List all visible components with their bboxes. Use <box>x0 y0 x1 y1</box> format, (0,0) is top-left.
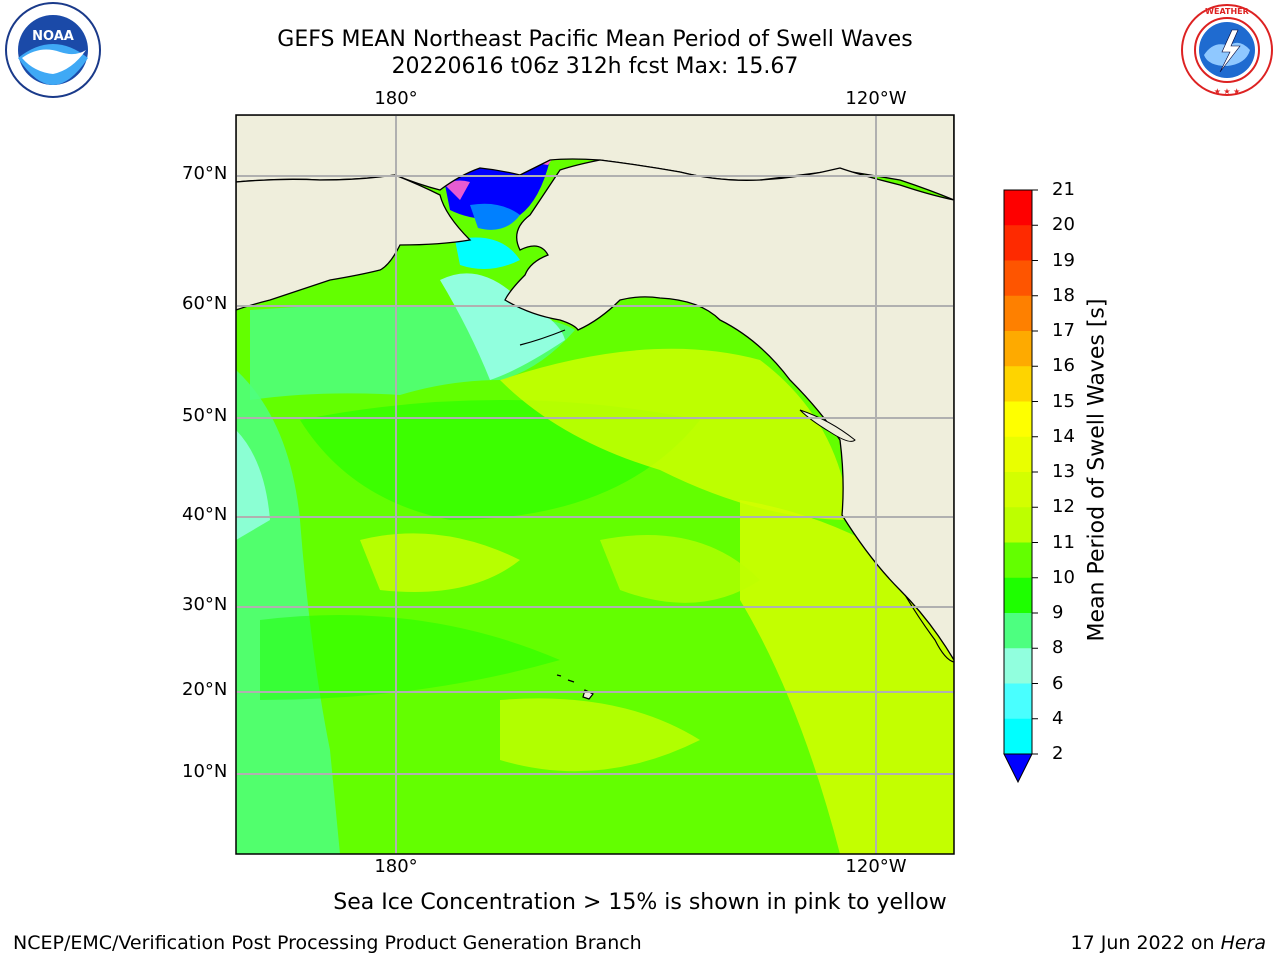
bering-swell-8s <box>440 273 565 380</box>
lon-label-top-180: 180° <box>374 88 418 109</box>
swell-zone-13s-south <box>500 698 700 772</box>
colorbar-segment <box>1004 190 1032 226</box>
colorbar-under-arrow <box>1003 753 1033 784</box>
north-america-land <box>504 115 954 662</box>
colorbar-tick-label: 20 <box>1052 214 1075 236</box>
colorbar-tick-label: 17 <box>1052 320 1075 341</box>
graticule <box>236 115 954 854</box>
colorbar-tick-label: 9 <box>1052 602 1064 623</box>
swell-zone-13s-mid <box>360 533 520 592</box>
baja-coast <box>904 594 954 663</box>
strait-swell-4s <box>455 237 520 269</box>
svg-text:★ ★ ★: ★ ★ ★ <box>1214 87 1241 96</box>
colorbar-tick-label: 2 <box>1052 743 1064 764</box>
colorbar-segment <box>1004 295 1032 332</box>
colorbar-segment <box>1004 401 1032 438</box>
colorbar-tick-label: 13 <box>1052 461 1075 482</box>
lat-label-40n: 40°N <box>182 504 228 525</box>
footer-host: Hera <box>1220 932 1266 954</box>
colorbar-tick-label: 4 <box>1052 707 1064 729</box>
noaa-logo: NOAA <box>5 2 101 98</box>
sea-ice-note: Sea Ice Concentration > 15% is shown in … <box>333 890 947 915</box>
colorbar <box>1003 189 1038 784</box>
chart-title: GEFS MEAN Northeast Pacific Mean Period … <box>277 27 913 52</box>
svg-text:WEATHER: WEATHER <box>1205 7 1249 16</box>
colorbar-segment <box>1004 718 1032 755</box>
colorbar-tick-label: 19 <box>1052 249 1075 271</box>
colorbar-segment <box>1004 683 1032 720</box>
swell-zone-8s <box>236 430 270 540</box>
footer-date: 17 Jun 2022 on Hera <box>1071 932 1266 954</box>
lat-label-30n: 30°N <box>182 594 228 615</box>
lat-label-20n: 20°N <box>182 679 228 700</box>
colorbar-segment <box>1004 648 1032 684</box>
colorbar-segment <box>1004 436 1032 473</box>
swell-zone-10s-b <box>260 615 560 700</box>
lat-label-50n: 50°N <box>182 405 228 426</box>
sea-ice-edge-b <box>445 180 470 200</box>
colorbar-segment <box>1004 331 1032 367</box>
colorbar-segment <box>1004 542 1032 579</box>
colorbar-tick-label: 15 <box>1052 390 1075 412</box>
lat-label-60n: 60°N <box>182 293 228 314</box>
lat-label-70n: 70°N <box>182 163 228 184</box>
colorbar-tick-label: 12 <box>1052 496 1075 518</box>
colorbar-segment <box>1004 225 1032 261</box>
footer-credit: NCEP/EMC/Verification Post Processing Pr… <box>13 932 642 954</box>
lon-label-top-120w: 120°W <box>845 88 907 109</box>
swell-zone-12s <box>600 535 760 603</box>
colorbar-tick-label: 10 <box>1052 566 1075 588</box>
colorbar-tick-label: 18 <box>1052 284 1075 306</box>
colorbar-segment <box>1004 260 1032 297</box>
colorbar-segment <box>1004 472 1032 508</box>
footer-date-text: 17 Jun 2022 on <box>1070 932 1221 954</box>
colorbar-segment <box>1004 507 1032 543</box>
lon-label-bottom-120w: 120°W <box>845 856 907 877</box>
colorbar-segment <box>1004 366 1032 402</box>
colorbar-tick-label: 8 <box>1052 637 1064 659</box>
colorbar-tick-label: 16 <box>1052 355 1075 377</box>
chart-subtitle: 20220616 t06z 312h fcst Max: 15.67 <box>391 54 799 79</box>
colorbar-title: Mean Period of Swell Waves [s] <box>1084 298 1110 642</box>
colorbar-segment <box>1004 577 1032 614</box>
svg-text:NOAA: NOAA <box>32 29 74 44</box>
nws-logo: WEATHER ★ ★ ★ <box>1180 3 1274 97</box>
siberia-land <box>236 174 472 311</box>
aleutian-islands <box>519 329 566 346</box>
colorbar-segment <box>1004 613 1032 649</box>
map-area <box>236 115 954 854</box>
lon-label-bottom-180: 180° <box>374 856 418 877</box>
colorbar-tick-label: 14 <box>1052 425 1075 447</box>
chukchi-swell-2s <box>470 203 520 230</box>
colorbar-tick-label: 21 <box>1052 179 1075 200</box>
map-frame <box>235 114 955 855</box>
colorbar-tick-label: 11 <box>1052 531 1075 553</box>
colorbar-tick-label: 6 <box>1052 672 1064 694</box>
lat-label-10n: 10°N <box>182 761 228 782</box>
swell-zone-13s <box>500 348 850 520</box>
